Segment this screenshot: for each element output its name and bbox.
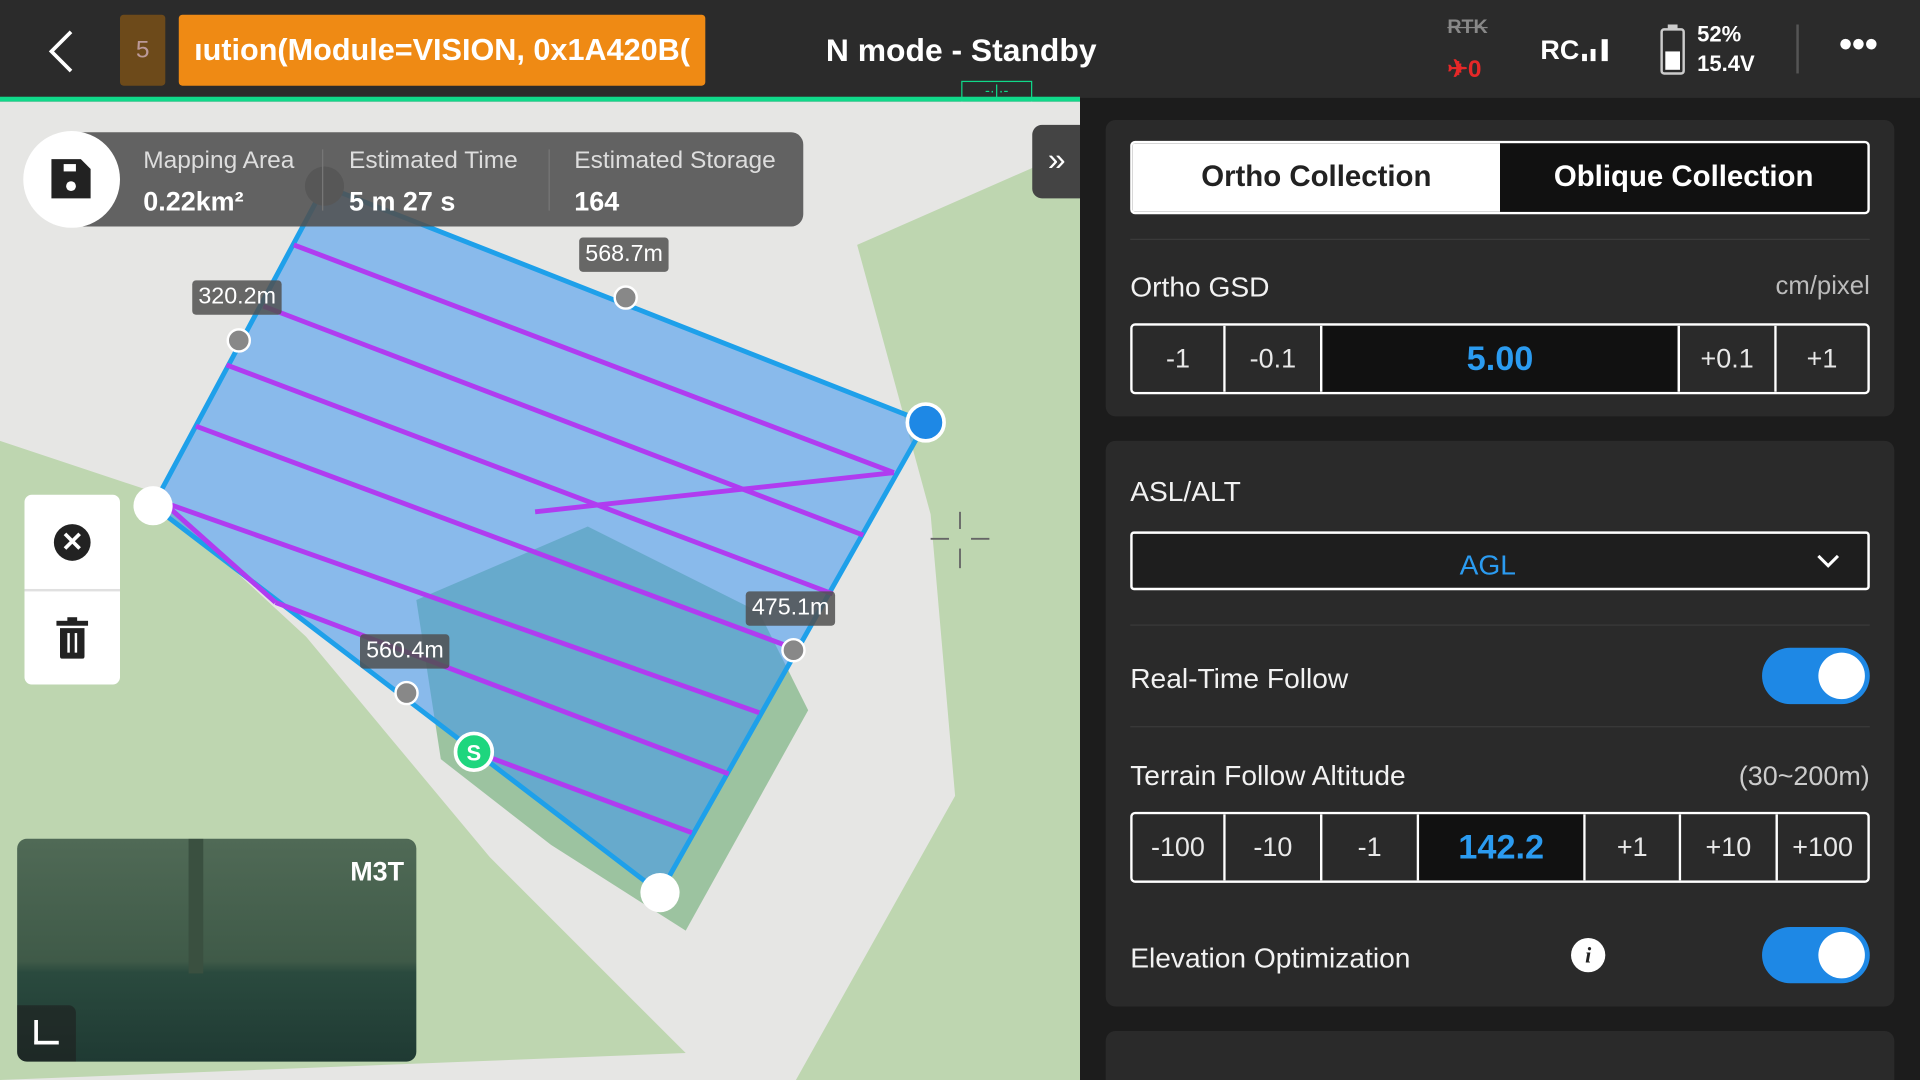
camera-model-label: M3T	[350, 855, 405, 887]
terrain-altitude-stepper: -100 -10 -1 142.2 +1 +10 +100	[1130, 811, 1870, 883]
battery-icon	[1660, 24, 1685, 75]
divider	[322, 149, 324, 211]
rtk-count: 0	[1467, 56, 1482, 84]
elevation-optimization-toggle[interactable]	[1762, 926, 1870, 984]
divider	[1130, 726, 1870, 728]
asl-alt-value: AGL	[1459, 548, 1516, 581]
alt-plus-1-button[interactable]: +1	[1585, 814, 1682, 881]
mission-progress-bar	[0, 96, 1081, 102]
tab-oblique-collection[interactable]: Oblique Collection	[1500, 143, 1868, 212]
settings-panel: Ortho Collection Oblique Collection Orth…	[1080, 97, 1920, 1080]
expand-icon	[34, 1020, 59, 1045]
time-value: 5 m 27 s	[348, 186, 456, 217]
battery-percent: 52%	[1697, 22, 1742, 47]
divider	[1130, 624, 1870, 626]
terrain-follow-label: Terrain Follow Altitude	[1130, 759, 1406, 792]
edge-distance-label: 568.7m	[579, 237, 670, 272]
alt-plus-100-button[interactable]: +100	[1777, 814, 1868, 881]
vertex-handle[interactable]	[640, 873, 680, 913]
alt-minus-100-button[interactable]: -100	[1132, 814, 1226, 881]
chevron-down-icon	[1817, 554, 1840, 568]
gsd-plus-0.1-button[interactable]: +0.1	[1680, 325, 1777, 392]
alt-minus-10-button[interactable]: -10	[1225, 814, 1323, 881]
gsd-stepper: -1 -0.1 5.00 +0.1 +1	[1130, 323, 1870, 395]
alert-banner[interactable]: ıution(Module=VISION, 0x1A420B(	[178, 14, 706, 86]
tab-ortho-collection[interactable]: Ortho Collection	[1132, 143, 1501, 212]
satellite-icon: ✈0	[1447, 56, 1482, 84]
area-label: Mapping Area	[143, 146, 295, 174]
flight-mode-status: N mode - Standby	[825, 31, 1097, 69]
camera-feed	[188, 838, 204, 974]
start-point-label: S	[467, 740, 482, 765]
more-icon[interactable]: •••	[1839, 24, 1878, 65]
realtime-follow-toggle[interactable]	[1762, 647, 1870, 705]
rtk-label: RTK	[1447, 17, 1488, 38]
storage-value: 164	[574, 186, 620, 217]
altitude-card: ASL/ALT AGL Real-Time Follow Terrain Fol…	[1105, 440, 1895, 1007]
alert-count-badge[interactable]: 5	[120, 14, 166, 86]
next-card	[1105, 1031, 1895, 1080]
edge-distance-label: 560.4m	[360, 634, 450, 669]
area-value: 0.22km²	[143, 186, 244, 217]
realtime-follow-label: Real-Time Follow	[1130, 662, 1349, 695]
rc-signal-icon	[1582, 39, 1608, 62]
rc-label: RC	[1540, 34, 1580, 65]
storage-label: Estimated Storage	[574, 146, 776, 174]
expand-camera-button[interactable]	[17, 1005, 76, 1062]
top-bar: 5 ıution(Module=VISION, 0x1A420B( N mode…	[0, 0, 1920, 116]
alt-minus-1-button[interactable]: -1	[1322, 814, 1420, 881]
flight-route	[161, 242, 895, 835]
add-point-icon[interactable]	[226, 285, 806, 706]
elevation-optimization-label: Elevation Optimization	[1130, 941, 1411, 974]
start-point-marker[interactable]	[453, 731, 495, 773]
edge-distance-label: 475.1m	[745, 591, 836, 626]
camera-preview[interactable]: M3T	[17, 838, 417, 1062]
vertex-handle-selected[interactable]	[905, 402, 946, 443]
asl-alt-dropdown[interactable]: AGL	[1130, 531, 1870, 591]
map-tools: ✕	[24, 494, 121, 685]
divider	[1796, 24, 1799, 74]
time-label: Estimated Time	[348, 146, 518, 174]
vertex-handle[interactable]	[133, 486, 173, 526]
terrain-green-area	[795, 146, 1081, 1080]
alt-plus-10-button[interactable]: +10	[1681, 814, 1778, 881]
map-view[interactable]: S 568.7m 320.2m 475.1m 560.4m Mapping Ar…	[0, 101, 1081, 1080]
alt-value-input[interactable]: 142.2	[1419, 814, 1586, 881]
gsd-plus-1-button[interactable]: +1	[1776, 325, 1868, 392]
trash-icon[interactable]	[56, 617, 89, 659]
crosshair-icon	[930, 511, 990, 569]
divider	[1130, 238, 1870, 241]
info-icon[interactable]: i	[1571, 937, 1606, 973]
clear-icon[interactable]: ✕	[53, 524, 91, 561]
expand-panel-button[interactable]: »	[1032, 124, 1081, 199]
chevron-left-icon[interactable]	[47, 29, 76, 73]
divider	[548, 149, 550, 211]
asl-alt-label: ASL/ALT	[1130, 475, 1241, 507]
gsd-minus-1-button[interactable]: -1	[1132, 325, 1226, 392]
battery-voltage: 15.4V	[1697, 51, 1755, 76]
mission-stats-panel: Mapping Area 0.22km² Estimated Time 5 m …	[73, 132, 804, 227]
gsd-unit: cm/pixel	[1775, 271, 1870, 301]
gsd-minus-0.1-button[interactable]: -0.1	[1225, 325, 1323, 392]
gsd-value-input[interactable]: 5.00	[1322, 325, 1681, 392]
terrain-follow-range: (30~200m)	[1738, 760, 1870, 792]
save-icon	[51, 159, 91, 199]
divider	[24, 588, 121, 592]
collection-card: Ortho Collection Oblique Collection Orth…	[1105, 120, 1895, 417]
save-button[interactable]	[23, 131, 121, 228]
gsd-label: Ortho GSD	[1130, 270, 1270, 303]
edge-distance-label: 320.2m	[192, 280, 283, 315]
collection-tabs: Ortho Collection Oblique Collection	[1130, 140, 1870, 215]
